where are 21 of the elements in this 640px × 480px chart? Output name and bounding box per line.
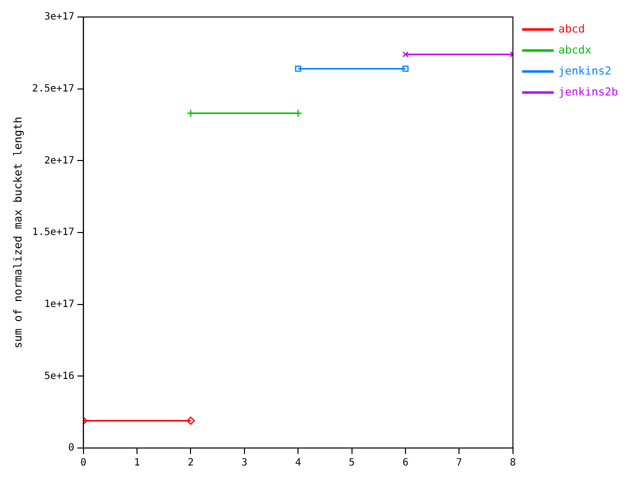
legend-label: abcd [558,22,585,36]
x-tick-label: 1 [134,458,140,469]
y-tick-label: 5e+16 [44,370,74,382]
y-tick-label: 1.5e+17 [32,227,74,238]
y-tick-label: 3e+17 [44,12,74,23]
legend-label: jenkins2b [558,85,618,98]
x-tick-label: 0 [80,458,86,469]
x-tick-label: 6 [402,458,409,469]
x-tick-label: 8 [510,458,516,469]
legend-label: jenkins2 [558,64,612,78]
y-tick-label: 2.5e+17 [32,83,74,94]
y-tick-label: 2e+17 [44,155,74,166]
x-tick-label: 5 [348,458,355,469]
x-tick-label: 2 [188,458,194,469]
x-tick-label: 7 [456,458,462,469]
y-tick-label: 0 [68,442,74,454]
legend-label: abcdx [558,43,592,56]
x-tick-label: 3 [241,458,248,469]
y-tick-label: 1e+17 [44,298,74,310]
x-tick-label: 4 [295,458,302,469]
y-axis-title: sum of normalized max bucket length [11,116,24,348]
